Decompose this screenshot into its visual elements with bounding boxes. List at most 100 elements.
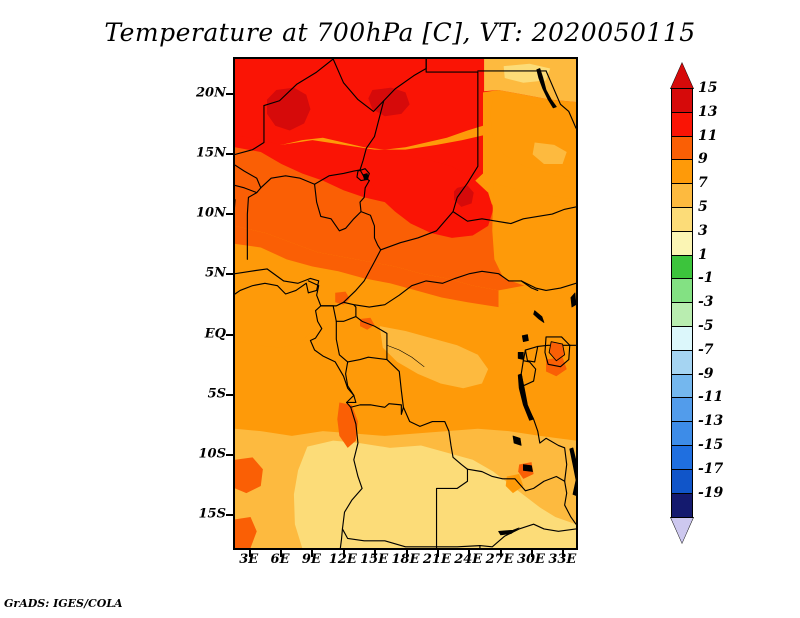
longitude-tick bbox=[405, 550, 408, 557]
longitude-label: 21E bbox=[422, 552, 451, 567]
border-sudan-chad bbox=[425, 59, 479, 213]
map-feature bbox=[235, 225, 499, 308]
latitude-label: 15N bbox=[196, 145, 226, 161]
lake-edward bbox=[521, 334, 529, 343]
colorbar-segment bbox=[671, 254, 693, 280]
longitude-label: 18E bbox=[391, 552, 420, 567]
lake-victoria-basin bbox=[548, 341, 566, 362]
colorbar-label: 5 bbox=[698, 199, 708, 215]
border-algeria-niger bbox=[263, 59, 334, 107]
river-congo bbox=[386, 344, 425, 367]
latitude-label: 10S bbox=[198, 446, 226, 462]
cabinda-border bbox=[346, 394, 357, 404]
longitude-label: 30E bbox=[516, 552, 545, 567]
longitude-label: 6E bbox=[270, 552, 290, 567]
longitude-tick bbox=[311, 550, 314, 557]
lake-victoria bbox=[544, 336, 571, 368]
border-mali-algeria bbox=[235, 104, 265, 155]
colorbar-segments bbox=[671, 88, 693, 518]
longitude-label: 3E bbox=[239, 552, 259, 567]
map-feature bbox=[267, 87, 311, 131]
colorbar-segment bbox=[671, 111, 693, 137]
latitude-label: EQ bbox=[204, 326, 226, 342]
colorbar-segment bbox=[671, 206, 693, 233]
footer-credit: GrADS: IGES/COLA bbox=[4, 597, 123, 610]
colorbar-segment bbox=[671, 468, 693, 494]
map-feature bbox=[335, 291, 350, 305]
latitude-tick bbox=[226, 393, 233, 396]
latitude-tick bbox=[226, 153, 233, 156]
latitude-tick bbox=[226, 213, 233, 216]
colorbar-label: 11 bbox=[698, 127, 718, 144]
map-feature bbox=[379, 326, 489, 389]
border-cameroon-car bbox=[320, 249, 382, 307]
border-sudan-southsudan bbox=[452, 206, 576, 225]
border-chad-niger bbox=[359, 100, 385, 171]
longitude-tick bbox=[562, 550, 565, 557]
colorbar-segment bbox=[671, 88, 693, 114]
longitude-label: 9E bbox=[301, 552, 321, 567]
longitude-label: 24E bbox=[454, 552, 483, 567]
longitude-tick bbox=[374, 550, 377, 557]
lake-kivu bbox=[517, 352, 524, 360]
colorbar-segment bbox=[671, 397, 693, 423]
latitude-axis: 20N 15N 10N 5N EQ 5S 10S 15S bbox=[168, 57, 226, 550]
map-feature bbox=[454, 185, 474, 207]
colorbar-segment bbox=[671, 373, 693, 399]
longitude-tick bbox=[530, 550, 533, 557]
longitude-tick bbox=[468, 550, 471, 557]
longitude-tick bbox=[280, 550, 283, 557]
lake-chad bbox=[356, 168, 370, 182]
map-feature bbox=[409, 537, 437, 548]
colorbar-segment bbox=[671, 444, 693, 471]
colorbar-segment bbox=[671, 492, 693, 518]
longitude-axis: 3E 6E 9E 12E 15E 18E 21E 24E 27E 30E 33E bbox=[233, 552, 578, 574]
lake-bangweulu bbox=[523, 464, 533, 472]
colorbar-label: 7 bbox=[698, 175, 708, 192]
border-nigeria-cameroon bbox=[313, 183, 362, 232]
latitude-label: 15S bbox=[198, 506, 226, 522]
colorbar-label: -15 bbox=[698, 437, 724, 453]
colorbar-label: -5 bbox=[698, 318, 714, 334]
colorbar-segment bbox=[671, 135, 693, 161]
map-feature bbox=[235, 457, 263, 494]
colorbar-label: -17 bbox=[698, 460, 724, 477]
border-tanzania-uganda bbox=[524, 344, 572, 351]
longitude-tick bbox=[248, 550, 251, 557]
border-congo-angola bbox=[345, 361, 355, 396]
longitude-label: 12E bbox=[328, 552, 357, 567]
colorbar-label: -9 bbox=[698, 365, 714, 382]
map-plot-area bbox=[233, 57, 578, 550]
border-burundi bbox=[522, 360, 537, 387]
colorbar-segment bbox=[671, 421, 693, 447]
lake-mweru bbox=[512, 435, 522, 446]
river-nile-lake-nasser bbox=[536, 68, 557, 109]
coastline-red-sea bbox=[545, 70, 576, 129]
latitude-tick bbox=[226, 93, 233, 96]
colorbar-segment bbox=[671, 325, 693, 352]
colorbar-segment bbox=[671, 349, 693, 375]
colorbar-label: -3 bbox=[698, 294, 714, 311]
colorbar-segment bbox=[671, 278, 693, 304]
colorbar-segment bbox=[671, 230, 693, 256]
border-drc-angola bbox=[386, 358, 469, 470]
longitude-label: 15E bbox=[360, 552, 389, 567]
longitude-tick bbox=[499, 550, 502, 557]
coastline-west-africa bbox=[235, 268, 320, 295]
colorbar-under-arrow bbox=[671, 517, 693, 543]
latitude-label: 5N bbox=[205, 265, 226, 281]
colorbar-label: -11 bbox=[698, 389, 724, 406]
lake-chad-fill bbox=[362, 173, 369, 180]
lake-albert bbox=[533, 310, 545, 323]
colorbar-label: 1 bbox=[698, 246, 708, 263]
colorbar-segment bbox=[671, 183, 693, 209]
lake-turkana bbox=[570, 292, 576, 308]
page-title: Temperature at 700hPa [C], VT: 202005011… bbox=[104, 18, 696, 47]
border-equatorial-guinea bbox=[320, 304, 357, 322]
colorbar-label: 9 bbox=[698, 151, 708, 168]
colorbar-label: -19 bbox=[698, 484, 724, 501]
border-rwanda bbox=[524, 345, 539, 363]
longitude-label: 27E bbox=[485, 552, 514, 567]
colorbar: 15 13 11 9 7 5 3 1 -1 -3 -5 -7 -9 -11 -13 -15 -17 -19 bbox=[668, 62, 798, 562]
